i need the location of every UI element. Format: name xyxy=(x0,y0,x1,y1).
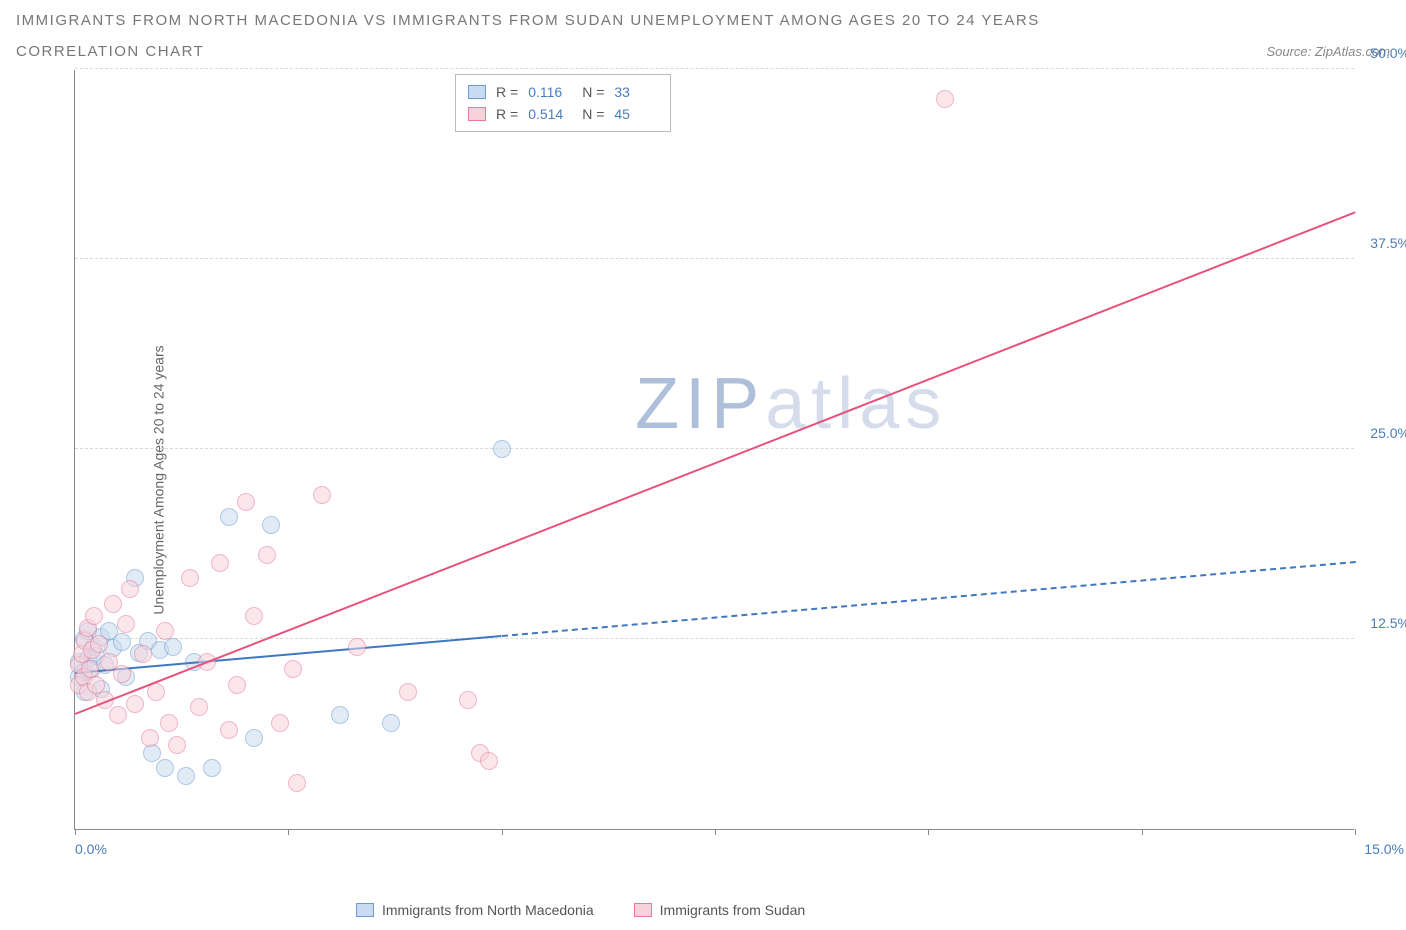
legend-item: Immigrants from North Macedonia xyxy=(356,902,594,918)
x-tick xyxy=(502,829,503,835)
data-point xyxy=(177,767,195,785)
plot-area: ZIPatlas R =0.116N =33R =0.514N =45 12.5… xyxy=(74,70,1354,830)
series-swatch xyxy=(468,107,486,121)
data-point xyxy=(147,683,165,701)
gridline xyxy=(75,258,1354,259)
stat-r-value: 0.116 xyxy=(528,81,572,103)
data-point xyxy=(181,569,199,587)
data-point xyxy=(399,683,417,701)
stat-n-value: 45 xyxy=(614,103,658,125)
data-point xyxy=(134,645,152,663)
data-point xyxy=(220,508,238,526)
stats-row: R = 0.116 N = 33 xyxy=(468,81,658,103)
stat-n-value: 33 xyxy=(614,81,658,103)
data-point xyxy=(126,695,144,713)
series-legend: Immigrants from North Macedonia Immigrant… xyxy=(356,902,805,918)
data-point xyxy=(160,714,178,732)
data-point xyxy=(113,633,131,651)
trend-line xyxy=(502,561,1356,637)
y-tick-label: 12.5% xyxy=(1360,615,1406,631)
data-point xyxy=(480,752,498,770)
data-point xyxy=(936,90,954,108)
data-point xyxy=(382,714,400,732)
data-point xyxy=(85,607,103,625)
data-point xyxy=(143,744,161,762)
data-point xyxy=(284,660,302,678)
data-point xyxy=(141,729,159,747)
data-point xyxy=(245,607,263,625)
legend-label: Immigrants from North Macedonia xyxy=(382,902,594,918)
data-point xyxy=(156,759,174,777)
data-point xyxy=(459,691,477,709)
correlation-chart: Unemployment Among Ages 20 to 24 years Z… xyxy=(16,70,1390,890)
x-range-max: 15.0% xyxy=(1364,841,1404,857)
data-point xyxy=(113,665,131,683)
data-point xyxy=(258,546,276,564)
data-point xyxy=(313,486,331,504)
data-point xyxy=(220,721,238,739)
gridline xyxy=(75,448,1354,449)
x-tick xyxy=(715,829,716,835)
data-point xyxy=(211,554,229,572)
stats-row: R = 0.514 N = 45 xyxy=(468,103,658,125)
y-tick-label: 37.5% xyxy=(1360,235,1406,251)
data-point xyxy=(121,580,139,598)
data-point xyxy=(117,615,135,633)
data-point xyxy=(493,440,511,458)
chart-title-line2: CORRELATION CHART xyxy=(16,43,204,60)
data-point xyxy=(228,676,246,694)
series-swatch xyxy=(634,903,652,917)
data-point xyxy=(168,736,186,754)
x-tick xyxy=(288,829,289,835)
data-point xyxy=(203,759,221,777)
x-range-min: 0.0% xyxy=(75,841,107,857)
y-tick-label: 25.0% xyxy=(1360,425,1406,441)
x-tick xyxy=(75,829,76,835)
data-point xyxy=(348,638,366,656)
trend-line xyxy=(75,211,1356,714)
data-point xyxy=(90,635,108,653)
data-point xyxy=(109,706,127,724)
stat-n-label: N = xyxy=(582,103,604,125)
data-point xyxy=(331,706,349,724)
gridline xyxy=(75,68,1354,69)
x-tick xyxy=(1355,829,1356,835)
data-point xyxy=(164,638,182,656)
data-point xyxy=(288,774,306,792)
legend-label: Immigrants from Sudan xyxy=(660,902,806,918)
series-swatch xyxy=(468,85,486,99)
legend-item: Immigrants from Sudan xyxy=(634,902,806,918)
chart-title-line1: IMMIGRANTS FROM NORTH MACEDONIA VS IMMIG… xyxy=(16,12,1390,29)
data-point xyxy=(262,516,280,534)
x-tick xyxy=(1142,829,1143,835)
data-point xyxy=(271,714,289,732)
x-tick xyxy=(928,829,929,835)
y-tick-label: 50.0% xyxy=(1360,45,1406,61)
data-point xyxy=(156,622,174,640)
data-point xyxy=(104,595,122,613)
data-point xyxy=(237,493,255,511)
stat-r-value: 0.514 xyxy=(528,103,572,125)
series-swatch xyxy=(356,903,374,917)
stat-r-label: R = xyxy=(496,81,518,103)
stat-r-label: R = xyxy=(496,103,518,125)
stat-n-label: N = xyxy=(582,81,604,103)
data-point xyxy=(245,729,263,747)
data-point xyxy=(190,698,208,716)
stats-legend-box: R = 0.116 N = 33 R = 0.514 N = 45 xyxy=(455,74,671,132)
